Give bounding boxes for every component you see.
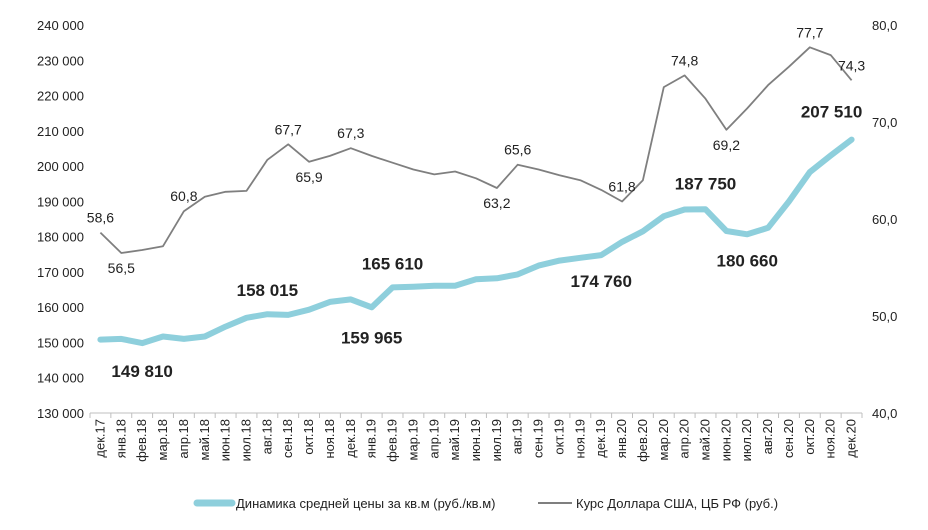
x-tick-label: апр.19 xyxy=(426,419,441,459)
x-tick-label: дек.19 xyxy=(593,419,608,458)
x-tick-label: май.19 xyxy=(447,419,462,461)
left-tick-label: 190 000 xyxy=(37,194,84,209)
x-tick-label: фев.20 xyxy=(635,419,650,462)
price-data-label: 158 015 xyxy=(237,281,298,300)
price-data-label: 207 510 xyxy=(801,103,862,122)
usd-data-label: 56,5 xyxy=(108,260,135,276)
left-tick-label: 140 000 xyxy=(37,371,84,386)
left-axis-ticks: 130 000 140 000 150 000 160 000 170 000 180 0… xyxy=(37,18,84,421)
left-tick-label: 170 000 xyxy=(37,265,84,280)
left-tick-label: 150 000 xyxy=(37,335,84,350)
usd-data-label: 61,8 xyxy=(608,179,635,195)
x-tick-label: ноя.20 xyxy=(823,419,838,459)
x-tick-label: мар.20 xyxy=(656,419,671,460)
x-tick-label: июл.19 xyxy=(489,419,504,461)
x-tick-label: ноя.18 xyxy=(322,419,337,459)
price-data-label: 180 660 xyxy=(717,251,778,270)
left-tick-label: 220 000 xyxy=(37,89,84,104)
left-tick-label: 230 000 xyxy=(37,53,84,68)
price-data-label: 187 750 xyxy=(675,174,736,193)
usd-data-label: 60,8 xyxy=(170,188,197,204)
x-tick-label: янв.18 xyxy=(113,419,128,458)
x-tick-label: июл.18 xyxy=(238,419,253,461)
x-tick-label: окт.18 xyxy=(301,419,316,455)
left-tick-label: 210 000 xyxy=(37,124,84,139)
usd-data-label: 67,3 xyxy=(337,125,364,141)
x-tick-label: апр.18 xyxy=(176,419,191,459)
usd-data-label: 74,3 xyxy=(838,57,865,73)
left-tick-label: 200 000 xyxy=(37,159,84,174)
x-axis-ticks: дек.17 янв.18 фев.18 мар.18 апр.18 май.18 июн.… xyxy=(89,413,863,462)
right-tick-label: 80,0 xyxy=(872,18,897,33)
legend-label-price: Динамика средней цены за кв.м (руб./кв.м… xyxy=(236,496,495,511)
x-tick-label: сен.20 xyxy=(781,419,796,458)
price-data-label: 165 610 xyxy=(362,254,423,273)
usd-data-label: 63,2 xyxy=(483,195,510,211)
left-tick-label: 240 000 xyxy=(37,18,84,33)
x-tick-label: авг.19 xyxy=(510,419,525,454)
legend: Динамика средней цены за кв.м (руб./кв.м… xyxy=(193,496,778,511)
x-tick-label: авг.18 xyxy=(259,419,274,454)
x-tick-label: дек.17 xyxy=(92,419,107,458)
left-tick-label: 130 000 xyxy=(37,406,84,421)
usd-data-label: 77,7 xyxy=(796,24,823,40)
series-line-usd xyxy=(99,46,853,254)
usd-data-label: 74,8 xyxy=(671,52,698,68)
x-tick-label: янв.20 xyxy=(614,419,629,458)
x-tick-label: сен.19 xyxy=(531,419,546,458)
usd-data-label: 58,6 xyxy=(87,210,114,226)
x-tick-label: окт.19 xyxy=(551,419,566,455)
x-tick-label: июн.19 xyxy=(468,419,483,461)
left-tick-label: 160 000 xyxy=(37,300,84,315)
price-data-label: 159 965 xyxy=(341,328,402,347)
price-data-label: 149 810 xyxy=(111,362,172,381)
x-tick-label: мар.18 xyxy=(155,419,170,460)
x-tick-label: май.18 xyxy=(197,419,212,461)
series-line-price xyxy=(97,136,855,347)
x-tick-label: июн.20 xyxy=(718,419,733,461)
legend-label-usd: Курс Доллара США, ЦБ РФ (руб.) xyxy=(576,496,778,511)
right-tick-label: 40,0 xyxy=(872,406,897,421)
usd-data-label: 69,2 xyxy=(713,137,740,153)
x-tick-label: окт.20 xyxy=(802,419,817,455)
usd-data-label: 65,6 xyxy=(504,142,531,158)
right-axis-ticks: 40,0 50,0 60,0 70,0 80,0 xyxy=(872,18,897,421)
right-tick-label: 60,0 xyxy=(872,212,897,227)
x-tick-label: апр.20 xyxy=(677,419,692,459)
usd-data-label: 67,7 xyxy=(275,121,302,137)
price-data-label: 174 760 xyxy=(570,272,631,291)
data-labels: 58,6 56,5 60,8 67,7 65,9 67,3 63,2 65,6 61,8 74,8… xyxy=(87,24,866,381)
x-tick-label: дек.20 xyxy=(844,419,859,458)
left-tick-label: 180 000 xyxy=(37,230,84,245)
x-tick-label: сен.18 xyxy=(280,419,295,458)
x-tick-label: ноя.19 xyxy=(572,419,587,459)
right-tick-label: 50,0 xyxy=(872,309,897,324)
x-tick-label: фев.18 xyxy=(134,419,149,462)
x-tick-label: янв.19 xyxy=(364,419,379,458)
x-tick-label: мар.19 xyxy=(405,419,420,460)
right-tick-label: 70,0 xyxy=(872,115,897,130)
x-tick-label: июн.18 xyxy=(218,419,233,461)
series-lines xyxy=(97,46,855,347)
x-tick-label: дек.18 xyxy=(343,419,358,458)
x-tick-label: авг.20 xyxy=(760,419,775,454)
x-tick-label: фев.19 xyxy=(385,419,400,462)
x-tick-label: июл.20 xyxy=(739,419,754,461)
x-tick-label: май.20 xyxy=(698,419,713,461)
usd-data-label: 65,9 xyxy=(295,169,322,185)
